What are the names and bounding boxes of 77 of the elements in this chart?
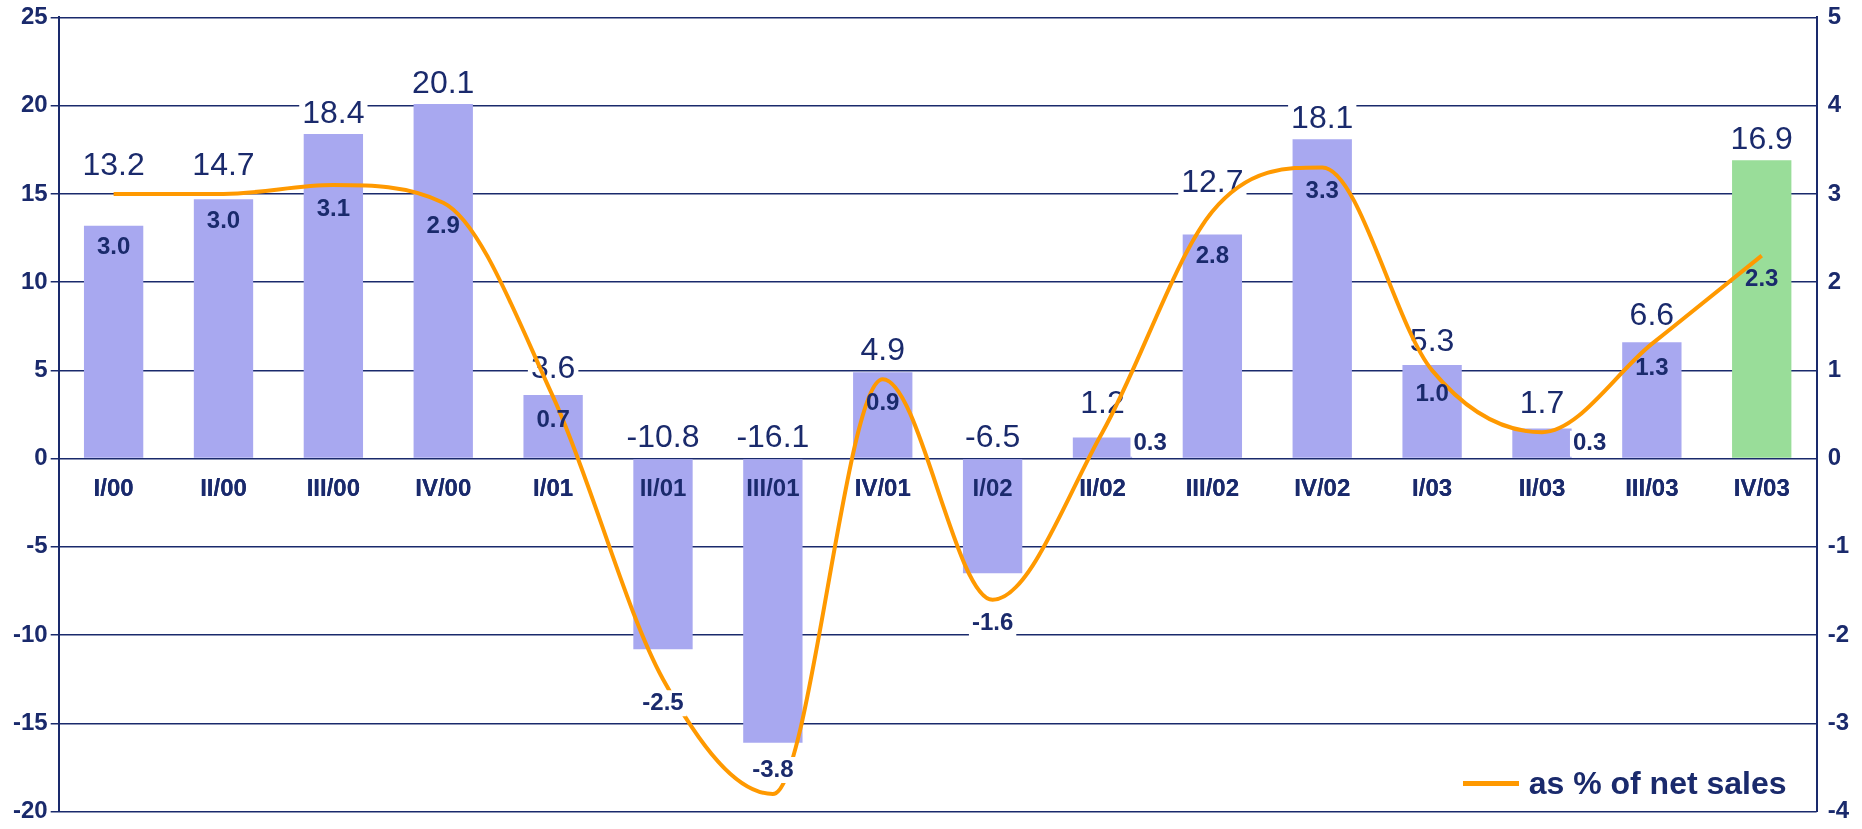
data-label: 18.1 <box>1291 99 1354 136</box>
bar <box>303 133 364 458</box>
y-tick-label: 5 <box>34 355 48 382</box>
data-label: -10.8 <box>626 418 700 455</box>
bar <box>1292 139 1352 458</box>
data-label: 2.8 <box>1195 241 1230 269</box>
data-label: 2.9 <box>426 211 460 239</box>
y-tick-label: -20 <box>13 796 48 824</box>
data-label: -16.1 <box>736 418 810 455</box>
y2-tick-label: -1 <box>1827 531 1849 559</box>
y2-tick-label: 3 <box>1827 178 1842 206</box>
data-label: 16.9 <box>1730 120 1793 157</box>
data-label: 0.3 <box>1572 428 1607 456</box>
x-tick-label: III/00 <box>306 473 361 501</box>
data-label: 1.7 <box>1519 383 1565 420</box>
y-tick-label: -15 <box>13 707 48 735</box>
y-tick-label: 25 <box>20 2 48 30</box>
data-label: 1.3 <box>1635 352 1669 380</box>
x-tick-label: III/01 <box>746 473 800 501</box>
x-tick-label: IV/01 <box>854 473 911 501</box>
y2-tick-label: 5 <box>1827 2 1842 30</box>
bar <box>743 459 803 743</box>
x-tick-label: I/03 <box>1412 473 1453 501</box>
y-tick-label: 15 <box>20 178 48 206</box>
data-label: 18.4 <box>302 93 365 130</box>
data-label: 3.0 <box>206 205 241 233</box>
y2-tick-label: 0 <box>1827 443 1842 471</box>
x-tick-label: IV/00 <box>415 473 472 501</box>
legend-label: as % of net sales <box>1528 764 1787 802</box>
x-tick-label: III/03 <box>1625 473 1679 501</box>
y2-tick-label: 2 <box>1827 266 1842 294</box>
bar <box>1182 234 1243 458</box>
x-tick-label: I/01 <box>533 473 574 501</box>
y-tick-label: 20 <box>20 90 48 118</box>
y2-tick-label: 1 <box>1827 355 1842 382</box>
data-label: 2.3 <box>1745 264 1779 292</box>
x-tick-label: II/01 <box>639 473 687 501</box>
bar <box>83 225 144 458</box>
y2-tick-label: 4 <box>1827 90 1842 118</box>
bar <box>1622 342 1682 458</box>
data-label: -6.5 <box>965 418 1021 455</box>
bar <box>193 199 254 458</box>
data-label: 12.7 <box>1181 163 1244 200</box>
x-tick-label: III/02 <box>1185 473 1240 501</box>
data-label: 20.1 <box>412 63 475 100</box>
bar <box>633 459 693 650</box>
y-tick-label: -10 <box>13 619 48 647</box>
y-tick-label: 10 <box>20 266 48 294</box>
bar <box>1072 437 1133 458</box>
bar <box>413 103 473 458</box>
bar <box>962 459 1023 574</box>
y2-tick-label: -2 <box>1827 619 1849 647</box>
data-label: 13.2 <box>82 145 145 182</box>
data-label: 1.0 <box>1415 379 1449 406</box>
x-tick-label: I/00 <box>93 473 134 501</box>
bar <box>1402 365 1462 458</box>
data-label: 14.7 <box>192 145 255 182</box>
x-tick-label: II/00 <box>200 473 247 501</box>
x-tick-label: I/02 <box>972 473 1013 501</box>
data-label: 3.3 <box>1305 176 1339 204</box>
y2-tick-label: -4 <box>1827 796 1850 824</box>
data-label: 6.6 <box>1629 295 1675 332</box>
x-tick-label: II/02 <box>1079 473 1126 501</box>
data-label: 3.1 <box>316 193 351 221</box>
x-tick-label: IV/03 <box>1733 473 1790 501</box>
y-tick-label: 0 <box>34 443 48 471</box>
data-label: 0.3 <box>1133 428 1167 456</box>
y-tick-label: -5 <box>26 531 48 559</box>
data-label: 4.9 <box>860 331 905 368</box>
bar <box>1732 160 1792 458</box>
data-label: -1.6 <box>971 608 1014 636</box>
x-tick-label: II/03 <box>1518 473 1566 501</box>
x-tick-label: IV/02 <box>1294 473 1351 501</box>
y2-tick-label: -3 <box>1827 707 1849 735</box>
data-label: -3.8 <box>752 754 794 782</box>
data-label: 3.0 <box>96 232 131 260</box>
data-label: -2.5 <box>642 687 684 715</box>
